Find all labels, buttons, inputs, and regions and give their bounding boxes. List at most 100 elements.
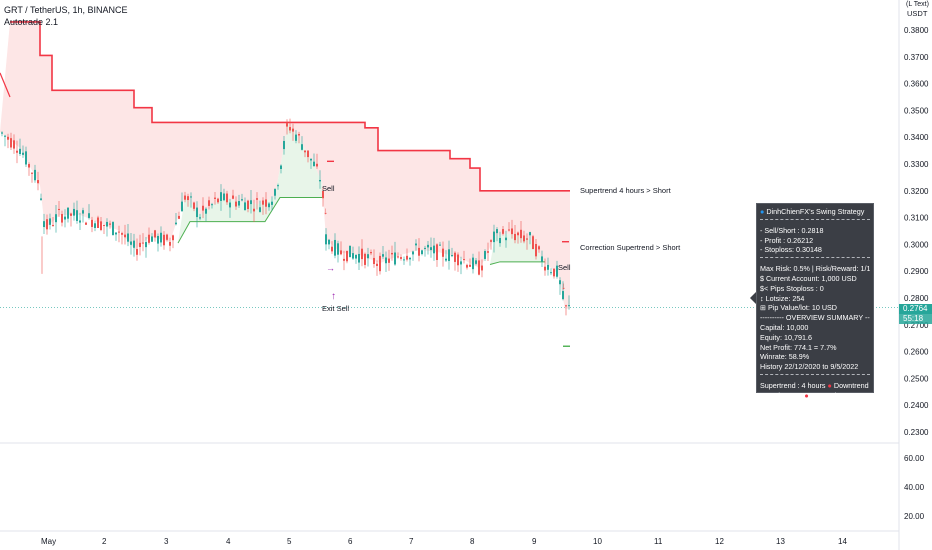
candle-body	[340, 250, 342, 255]
volume-tick-label: 40.00	[904, 483, 925, 492]
exit-sell-label: Exit Sell	[322, 304, 350, 313]
candle-body	[166, 234, 168, 240]
candle-body	[394, 252, 396, 265]
candle-body	[421, 250, 423, 255]
price-tick-label: 0.3600	[904, 80, 929, 89]
candle-body	[19, 148, 21, 155]
candle-body	[451, 255, 453, 257]
candle-body	[10, 138, 12, 148]
panel-dow-state: Uptrend	[810, 390, 837, 400]
candle-body	[307, 150, 309, 158]
candle-body	[388, 258, 390, 263]
price-tick-label: 0.3200	[904, 187, 929, 196]
candle-body	[73, 208, 75, 216]
candle-body	[58, 208, 60, 211]
candle-body	[208, 200, 210, 206]
candle-body	[568, 305, 570, 307]
time-tick-label: 11	[654, 537, 663, 546]
candle-body	[1, 132, 3, 134]
candle-body	[91, 219, 93, 227]
panel-divider	[760, 218, 870, 224]
candle-body	[406, 255, 408, 260]
candle-body	[403, 259, 405, 261]
candle-body	[535, 243, 537, 257]
candle-body	[148, 234, 150, 243]
candle-body	[247, 200, 249, 210]
candle-body	[259, 207, 261, 212]
candle-body	[130, 241, 132, 245]
candle-body	[37, 180, 39, 184]
candle-body	[16, 150, 18, 153]
panel-net-profit: Net Profit: 774.1 = 7.7%	[760, 342, 837, 352]
right-arrow-icon: →	[326, 263, 335, 273]
candle-body	[343, 258, 345, 261]
time-tick-label: May	[41, 537, 56, 546]
last-price-tag: 0.2764	[899, 304, 932, 314]
candle-body	[97, 217, 99, 228]
candle-body	[382, 254, 384, 257]
candle-body	[202, 205, 204, 211]
candle-body	[22, 152, 24, 155]
candle-body	[220, 192, 222, 201]
candle-body	[556, 265, 558, 277]
panel-capital: Capital: 10,000	[760, 322, 809, 332]
candle-body	[547, 264, 549, 270]
candle-body	[154, 230, 156, 238]
candle-body	[4, 135, 6, 137]
candle-body	[358, 253, 360, 263]
panel-divider	[760, 373, 870, 379]
candle-body	[199, 217, 201, 219]
symbol-title[interactable]: GRT / TetherUS, 1h, BINANCE	[4, 5, 128, 15]
candle-body	[103, 224, 105, 226]
price-tick-label: 0.3000	[904, 240, 929, 249]
sell-signal-1: Sell	[322, 184, 335, 193]
candle-body	[181, 201, 183, 212]
candle-body	[508, 229, 510, 231]
bullish-fill	[178, 123, 322, 244]
panel-pips-stoploss: $< Pips Stoploss : 0	[760, 283, 824, 293]
exit-arrow-icon: ↑	[331, 291, 336, 302]
price-tick-label: 0.3700	[904, 53, 929, 62]
price-tick-label: 0.3500	[904, 106, 929, 115]
candle-body	[184, 195, 186, 200]
candle-body	[136, 248, 138, 255]
panel-dow: Dow theory:	[760, 390, 799, 400]
candle-body	[244, 202, 246, 211]
candle-body	[322, 190, 324, 199]
candle-body	[40, 198, 42, 200]
candle-body	[235, 201, 237, 207]
panel-overview: ---------- OVERVIEW SUMMARY ----------	[760, 313, 870, 323]
panel-divider	[760, 257, 870, 262]
time-tick-label: 14	[838, 537, 847, 546]
sell-signal-2: Sell	[558, 263, 571, 272]
candle-body	[118, 231, 120, 233]
candle-body	[517, 232, 519, 236]
candle-body	[499, 237, 501, 244]
candle-body	[265, 199, 267, 207]
candle-body	[478, 260, 480, 275]
panel-current-account: $ Current Account: 1,000 USD	[760, 273, 857, 283]
candle-body	[301, 144, 303, 150]
strategy-icon: ●	[760, 207, 765, 216]
downtrend-dot-icon: ●	[827, 380, 832, 390]
price-tick-label: 0.2600	[904, 348, 929, 357]
supertrend-lines	[0, 21, 570, 265]
panel-max-risk: Max Risk: 0.5% | Risk/Reward: 1/1	[760, 264, 870, 274]
candle-body	[43, 221, 45, 228]
strategy-info-panel[interactable]: ● DinhChienFX's Swing Strategy - Sell/Sh…	[756, 203, 874, 400]
time-tick-label: 10	[593, 537, 602, 546]
candle-body	[352, 253, 354, 259]
time-tick-label: 5	[287, 537, 292, 546]
candle-body	[319, 179, 321, 182]
candle-body	[172, 235, 174, 241]
candle-body	[67, 207, 69, 219]
panel-title: DinhChienFX's Swing Strategy	[766, 207, 865, 216]
indicator-label[interactable]: Autotrade 2.1	[4, 17, 59, 27]
candle-body	[139, 242, 141, 248]
candle-body	[553, 268, 555, 277]
candle-body	[256, 198, 258, 200]
candle-body	[544, 266, 546, 271]
candle-body	[448, 249, 450, 261]
candle-body	[454, 252, 456, 262]
